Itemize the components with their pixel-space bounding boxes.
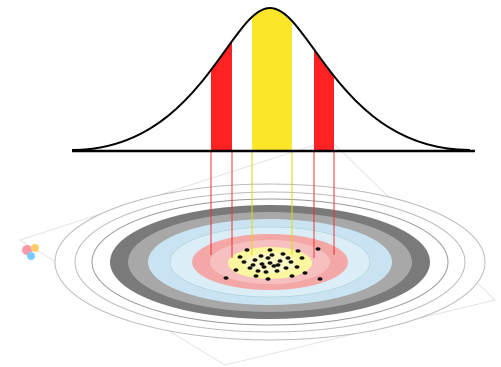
illustration: [0, 0, 501, 367]
page: [0, 0, 501, 367]
curve-bands: [211, 0, 334, 150]
